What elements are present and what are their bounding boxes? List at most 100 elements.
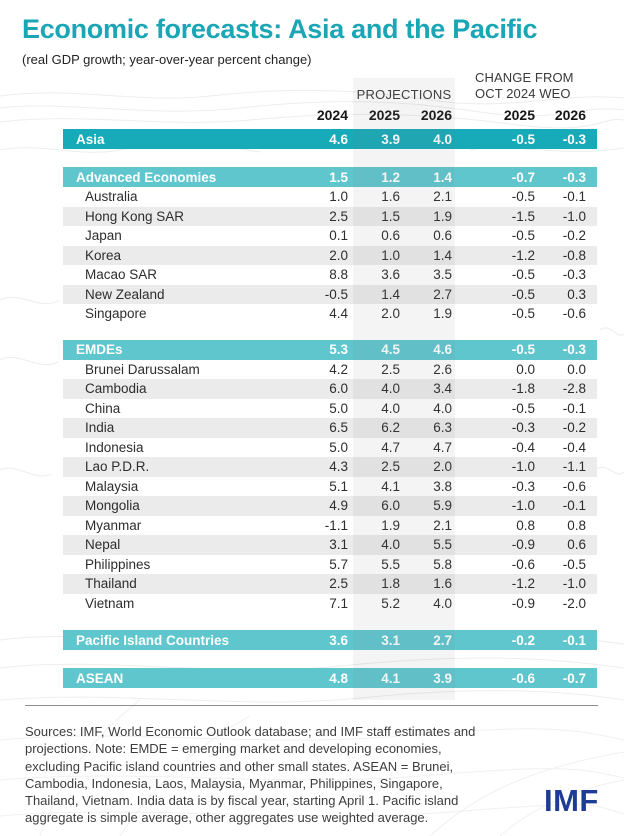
table-row-asia: Asia 4.6 3.9 4.0 -0.5 -0.3 [63, 129, 597, 149]
value-2026-projection: 4.0 [433, 131, 452, 147]
row-label: Asia [76, 131, 105, 147]
value-2025-change: -0.5 [511, 228, 535, 244]
value-2025-projection: 3.1 [381, 632, 400, 648]
value-2025-projection: 4.1 [381, 478, 400, 494]
value-2026-projection: 5.9 [433, 498, 452, 514]
row-label: Myanmar [85, 517, 142, 533]
value-2024: 7.1 [329, 595, 348, 611]
projections-column-group-label: PROJECTIONS [356, 87, 452, 102]
value-2025-change: -1.0 [511, 498, 535, 514]
table-row-myanmar: Myanmar -1.1 1.9 2.1 0.8 0.8 [63, 516, 597, 536]
row-label: Cambodia [85, 381, 147, 397]
table-row-mongolia: Mongolia 4.9 6.0 5.9 -1.0 -0.1 [63, 496, 597, 516]
table-row-philippines: Philippines 5.7 5.5 5.8 -0.6 -0.5 [63, 555, 597, 575]
value-2025-change: -1.5 [511, 208, 535, 224]
value-2024: 5.3 [329, 342, 348, 357]
row-label: Pacific Island Countries [76, 632, 230, 648]
value-2026-change: 0.6 [567, 537, 586, 553]
value-2026-change: 0.8 [567, 517, 586, 533]
value-2025-projection: 2.5 [381, 361, 400, 377]
col-header-2026-change: 2026 [554, 107, 586, 123]
col-header-2024: 2024 [316, 107, 348, 123]
value-2026-projection: 2.0 [433, 459, 452, 475]
value-2024: 4.3 [329, 459, 348, 475]
col-header-2025-projection: 2025 [368, 107, 400, 123]
table-row-new-zealand: New Zealand -0.5 1.4 2.7 -0.5 0.3 [63, 284, 597, 304]
value-2025-projection: 1.6 [381, 189, 400, 205]
table-row-hong-kong-sar: Hong Kong SAR 2.5 1.5 1.9 -1.5 -1.0 [63, 206, 597, 226]
value-2026-change: -0.5 [562, 556, 586, 572]
value-2025-projection: 4.0 [381, 381, 400, 397]
row-label: New Zealand [85, 286, 165, 302]
value-2024: 0.1 [329, 228, 348, 244]
table-row-emdes: EMDEs 5.3 4.5 4.6 -0.5 -0.3 [63, 339, 597, 360]
value-2026-change: -0.1 [562, 400, 586, 416]
row-label: Nepal [85, 537, 121, 553]
row-label: Philippines [85, 556, 151, 572]
value-2026-change: -1.1 [562, 459, 586, 475]
row-label: Macao SAR [85, 267, 158, 283]
value-2024: 4.9 [329, 498, 348, 514]
value-2025-projection: 1.4 [381, 286, 400, 302]
value-2025-projection: 3.9 [381, 131, 400, 147]
value-2026-change: -1.0 [562, 208, 586, 224]
value-2025-projection: 1.2 [381, 169, 400, 185]
value-2026-change: -0.2 [562, 228, 586, 244]
value-2024: 4.6 [329, 131, 348, 147]
value-2025-change: -0.6 [511, 556, 535, 572]
table-row-pacific-island-countries: Pacific Island Countries 3.6 3.1 2.7 -0.2 -0.… [63, 630, 597, 650]
value-2025-change: -1.8 [511, 381, 535, 397]
row-label: India [85, 420, 115, 436]
row-label: Australia [85, 189, 138, 205]
table-row-india: India 6.5 6.2 6.3 -0.3 -0.2 [63, 418, 597, 438]
value-2026-projection: 2.1 [433, 517, 452, 533]
value-2025-projection: 1.5 [381, 208, 400, 224]
value-2025-projection: 5.2 [381, 595, 400, 611]
value-2025-projection: 2.0 [381, 306, 400, 322]
value-2026-projection: 4.7 [433, 439, 452, 455]
table-row-cambodia: Cambodia 6.0 4.0 3.4 -1.8 -2.8 [63, 379, 597, 399]
sources-note: Sources: IMF, World Economic Outlook dat… [25, 724, 476, 826]
value-2026-change: -0.3 [562, 169, 586, 185]
table-row-thailand: Thailand 2.5 1.8 1.6 -1.2 -1.0 [63, 574, 597, 594]
value-2026-change: -0.1 [562, 632, 586, 648]
value-2026-projection: 3.9 [433, 670, 452, 686]
table-row-asean: ASEAN 4.8 4.1 3.9 -0.6 -0.7 [63, 668, 597, 688]
value-2026-change: -0.7 [562, 670, 586, 686]
row-label: Thailand [85, 576, 137, 592]
table-row-nepal: Nepal 3.1 4.0 5.5 -0.9 0.6 [63, 535, 597, 555]
value-2026-change: -0.3 [562, 342, 586, 357]
row-label: Vietnam [85, 595, 135, 611]
value-2026-change: -0.4 [562, 439, 586, 455]
value-2026-change: -2.8 [562, 381, 586, 397]
value-2026-projection: 5.8 [433, 556, 452, 572]
row-label: Hong Kong SAR [85, 208, 185, 224]
section-spacer [63, 613, 597, 630]
row-label: Lao P.D.R. [85, 459, 150, 475]
value-2025-change: -1.2 [511, 576, 535, 592]
value-2024: 5.0 [329, 400, 348, 416]
table-row-australia: Australia 1.0 1.6 2.1 -0.5 -0.1 [63, 187, 597, 207]
table-row-japan: Japan 0.1 0.6 0.6 -0.5 -0.2 [63, 226, 597, 246]
row-label: EMDEs [76, 342, 123, 357]
table-row-china: China 5.0 4.0 4.0 -0.5 -0.1 [63, 399, 597, 419]
value-2025-change: -1.0 [511, 459, 535, 475]
table-body: Asia 4.6 3.9 4.0 -0.5 -0.3 Advanced Economies 1… [63, 129, 597, 688]
change-from-line-2: OCT 2024 WEO [475, 85, 571, 101]
value-2026-change: -1.0 [562, 576, 586, 592]
value-2026-projection: 4.6 [433, 342, 452, 357]
value-2025-projection: 0.6 [381, 228, 400, 244]
row-label: Singapore [85, 306, 147, 322]
value-2026-change: -0.3 [562, 267, 586, 283]
value-2025-change: -0.5 [511, 306, 535, 322]
value-2025-change: -0.9 [511, 537, 535, 553]
imf-logo: IMF [544, 783, 599, 818]
value-2024: 8.8 [329, 267, 348, 283]
value-2026-change: -0.3 [562, 131, 586, 147]
table-row-korea: Korea 2.0 1.0 1.4 -1.2 -0.8 [63, 245, 597, 265]
row-label: Malaysia [85, 478, 139, 494]
value-2025-projection: 6.2 [381, 420, 400, 436]
value-2026-projection: 3.5 [433, 267, 452, 283]
value-2025-change: -0.5 [511, 267, 535, 283]
